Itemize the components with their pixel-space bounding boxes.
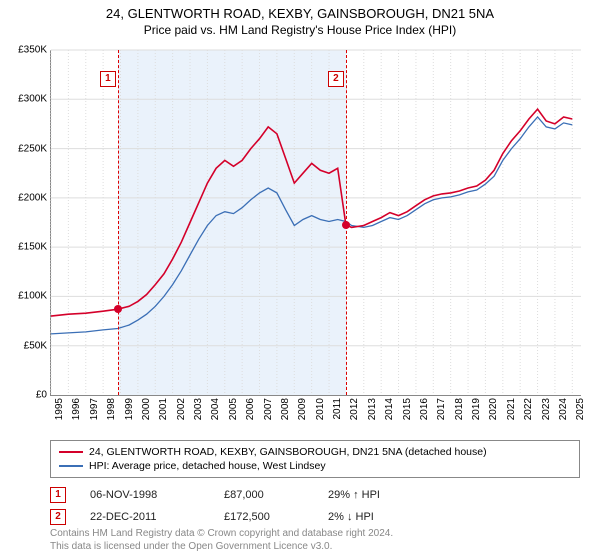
sale-point xyxy=(342,221,350,229)
legend-item-price: 24, GLENTWORTH ROAD, KEXBY, GAINSBOROUGH… xyxy=(59,445,571,459)
legend-label-hpi: HPI: Average price, detached house, West… xyxy=(89,460,326,472)
x-axis-label: 2021 xyxy=(506,398,517,420)
y-axis-label: £50K xyxy=(7,340,47,351)
x-axis-label: 1995 xyxy=(54,398,65,420)
x-axis-label: 2009 xyxy=(297,398,308,420)
legend-box: 24, GLENTWORTH ROAD, KEXBY, GAINSBOROUGH… xyxy=(50,440,580,478)
x-axis-label: 1996 xyxy=(71,398,82,420)
series-svg xyxy=(51,50,581,395)
x-axis-label: 2025 xyxy=(575,398,586,420)
y-axis-label: £300K xyxy=(7,94,47,105)
x-axis-label: 2019 xyxy=(471,398,482,420)
event-hpi-1: 29% ↑ HPI xyxy=(328,489,418,501)
legend-item-hpi: HPI: Average price, detached house, West… xyxy=(59,459,571,473)
sale-point xyxy=(114,305,122,313)
x-axis-label: 2005 xyxy=(228,398,239,420)
footer-text: Contains HM Land Registry data © Crown c… xyxy=(50,528,393,553)
plot-area: £0£50K£100K£150K£200K£250K£300K£350K1995… xyxy=(50,50,581,396)
x-axis-label: 2007 xyxy=(263,398,274,420)
y-axis-label: £150K xyxy=(7,242,47,253)
gridlines xyxy=(51,50,581,395)
x-axis-label: 1997 xyxy=(89,398,100,420)
x-axis-label: 2015 xyxy=(402,398,413,420)
events-table: 1 06-NOV-1998 £87,000 29% ↑ HPI 2 22-DEC… xyxy=(50,484,418,528)
x-axis-label: 2002 xyxy=(176,398,187,420)
marker-box-2: 2 xyxy=(328,71,344,87)
x-axis-label: 1998 xyxy=(106,398,117,420)
legend-label-price: 24, GLENTWORTH ROAD, KEXBY, GAINSBOROUGH… xyxy=(89,446,487,458)
x-axis-label: 2014 xyxy=(384,398,395,420)
chart-title: 24, GLENTWORTH ROAD, KEXBY, GAINSBOROUGH… xyxy=(0,0,600,21)
x-axis-label: 2011 xyxy=(332,398,343,420)
event-hpi-2: 2% ↓ HPI xyxy=(328,511,418,523)
chart-subtitle: Price paid vs. HM Land Registry's House … xyxy=(0,21,600,37)
x-axis-label: 1999 xyxy=(124,398,135,420)
x-axis-label: 2018 xyxy=(454,398,465,420)
event-row-1: 1 06-NOV-1998 £87,000 29% ↑ HPI xyxy=(50,484,418,506)
y-axis-label: £200K xyxy=(7,192,47,203)
event-date-2: 22-DEC-2011 xyxy=(90,511,200,523)
event-marker-1: 1 xyxy=(50,487,66,503)
x-axis-label: 2008 xyxy=(280,398,291,420)
chart-container: 24, GLENTWORTH ROAD, KEXBY, GAINSBOROUGH… xyxy=(0,0,600,560)
legend-swatch-price xyxy=(59,451,83,453)
x-axis-label: 2023 xyxy=(541,398,552,420)
event-row-2: 2 22-DEC-2011 £172,500 2% ↓ HPI xyxy=(50,506,418,528)
event-date-1: 06-NOV-1998 xyxy=(90,489,200,501)
event-price-1: £87,000 xyxy=(224,489,304,501)
y-axis-label: £100K xyxy=(7,291,47,302)
marker-box-1: 1 xyxy=(100,71,116,87)
x-axis-label: 2010 xyxy=(315,398,326,420)
x-axis-label: 2004 xyxy=(210,398,221,420)
x-axis-label: 2001 xyxy=(158,398,169,420)
x-axis-label: 2020 xyxy=(488,398,499,420)
x-axis-label: 2003 xyxy=(193,398,204,420)
x-axis-label: 2016 xyxy=(419,398,430,420)
y-axis-label: £250K xyxy=(7,143,47,154)
x-axis-label: 2017 xyxy=(436,398,447,420)
y-axis-label: £350K xyxy=(7,45,47,56)
x-axis-label: 2024 xyxy=(558,398,569,420)
footer-line-2: This data is licensed under the Open Gov… xyxy=(50,541,393,554)
y-axis-label: £0 xyxy=(7,390,47,401)
x-axis-label: 2006 xyxy=(245,398,256,420)
x-axis-label: 2013 xyxy=(367,398,378,420)
x-axis-label: 2022 xyxy=(523,398,534,420)
event-price-2: £172,500 xyxy=(224,511,304,523)
footer-line-1: Contains HM Land Registry data © Crown c… xyxy=(50,528,393,541)
marker-line xyxy=(118,50,119,395)
x-axis-label: 2012 xyxy=(349,398,360,420)
x-axis-label: 2000 xyxy=(141,398,152,420)
legend-swatch-hpi xyxy=(59,465,83,467)
event-marker-2: 2 xyxy=(50,509,66,525)
